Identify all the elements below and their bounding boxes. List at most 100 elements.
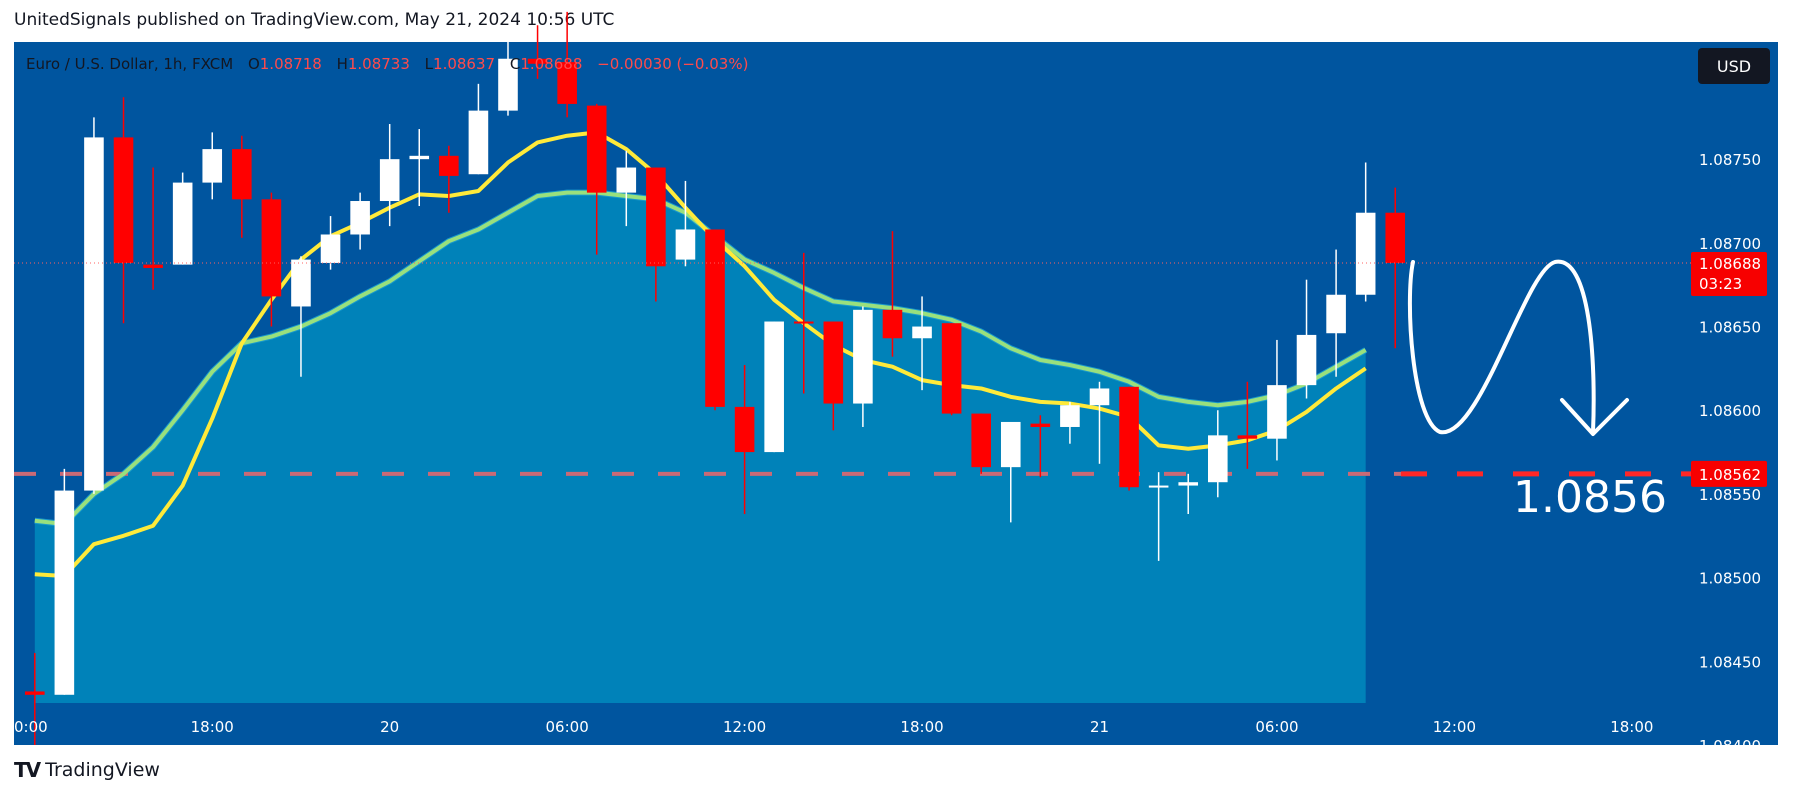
candle[interactable] [1119,386,1139,491]
footer: TV TradingView [14,758,160,782]
candle-body [1178,482,1199,486]
candle[interactable] [882,231,903,357]
candle-body [1089,388,1110,406]
candle-body [912,326,932,339]
legend-high-label: H [337,55,348,73]
candle[interactable] [734,365,755,515]
candle[interactable] [586,103,607,255]
candle[interactable] [172,172,193,265]
candle-body [941,323,962,414]
candle-body [705,229,725,407]
candle[interactable] [912,296,932,391]
ma-area-fill [34,192,1366,703]
price-tick-label: 1.08550 [1699,486,1761,504]
candle[interactable] [409,129,430,207]
price-tick-label: 1.08750 [1699,151,1761,169]
candle-body [24,691,45,695]
legend-high-value: 1.08733 [348,55,410,73]
arrow-head-icon [1560,398,1629,436]
candle-body [172,182,193,265]
price-tick-label: 1.08650 [1699,319,1761,337]
candle[interactable] [1237,381,1258,469]
candle[interactable] [1148,472,1169,561]
currency-badge[interactable] [1698,48,1770,84]
candle[interactable] [84,117,104,494]
candle[interactable] [1060,401,1080,444]
candle-body [202,149,223,183]
time-tick-label: 06:00 [1255,718,1298,736]
candle[interactable] [793,252,814,394]
candle-body [232,149,252,200]
candles[interactable] [24,11,1406,745]
candle[interactable] [823,321,844,431]
candle-body [320,234,341,263]
candle[interactable] [971,413,991,474]
candle[interactable] [1208,410,1228,498]
candle[interactable] [468,83,489,175]
currency-badge-label: USD [1717,57,1751,76]
candle-body [291,259,311,307]
candle[interactable] [113,97,134,324]
candle-body [1148,485,1169,488]
price-chart[interactable]: 1.0856 Euro / U.S. Dollar, 1h, FXCM O 1.0… [0,0,1793,745]
candle[interactable] [1030,415,1051,478]
publish-header: UnitedSignals published on TradingView.c… [14,10,615,30]
candle[interactable] [1385,187,1406,349]
candle[interactable] [143,167,163,290]
time-tick-label: 20 [380,718,399,736]
candle-body [84,137,104,491]
price-tick-label: 1.08600 [1699,402,1761,420]
candle[interactable] [350,192,370,250]
candle[interactable] [232,135,252,238]
candle-body [646,167,666,267]
candle-body [1000,421,1021,468]
candle-body [616,167,637,193]
candle-body [1385,212,1406,263]
candle-body [764,321,784,453]
legend-open-label: O [248,55,260,73]
candle[interactable] [764,321,784,453]
candle-body [823,321,844,404]
candle[interactable] [1296,279,1317,399]
target-annotation: 1.0856 [1513,472,1667,523]
candle[interactable] [527,25,548,79]
candle[interactable] [1178,473,1199,515]
legend-symbol: Euro / U.S. Dollar, 1h, FXCM [26,55,233,73]
candle[interactable] [646,167,666,302]
candle-body [586,105,607,193]
moving-averages [34,130,1367,578]
candle[interactable] [320,216,341,270]
candle[interactable] [1089,381,1110,464]
time-tick-label: 06:00 [546,718,589,736]
projection-arrow [1407,259,1596,435]
tradingview-logo-icon: TV [14,758,41,782]
candle-body [1355,212,1376,295]
candle[interactable] [439,145,459,213]
price-tick-label: 1.08500 [1699,570,1761,588]
candle[interactable] [941,323,962,416]
candle[interactable] [291,256,311,377]
candle[interactable] [1000,421,1021,523]
time-tick-label: 0:00 [14,718,48,736]
time-axis[interactable]: 0:00 18:00 20 06:00 12:00 18:00 21 06:00 12:00 18… [14,718,1653,736]
candle-body [1208,435,1228,483]
candle[interactable] [498,25,518,116]
candle[interactable] [54,468,75,695]
time-strip [14,703,1691,745]
candle[interactable] [1267,339,1287,461]
candle-body [1119,386,1139,488]
candle[interactable] [675,180,696,267]
candle[interactable] [1355,162,1376,302]
candle[interactable] [379,124,400,227]
candle[interactable] [616,150,637,227]
candle[interactable] [1326,249,1346,377]
candle[interactable] [261,192,282,327]
level-price-value: 1.08562 [1699,466,1761,484]
candle[interactable] [705,229,725,411]
candle[interactable] [557,11,577,118]
candle[interactable] [853,306,873,427]
candle[interactable] [24,652,45,745]
candle[interactable] [202,132,223,200]
candle-body [882,309,903,339]
last-price-label: 1.08688 03:23 [1691,251,1767,296]
